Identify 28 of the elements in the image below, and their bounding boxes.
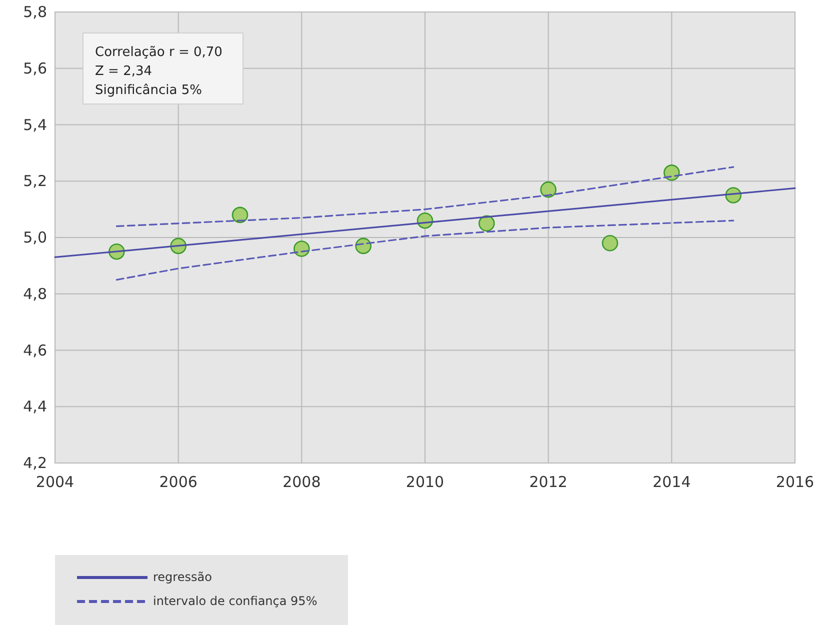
legend-label: intervalo de confiança 95%: [153, 594, 318, 608]
line-series: [116, 220, 734, 281]
y-tick-label: 4,2: [23, 454, 47, 472]
point: [602, 234, 618, 252]
y-tick-label: 5,0: [23, 228, 47, 246]
y-tick-label: 5,2: [23, 172, 47, 190]
annotation: Significância 5%: [95, 83, 202, 98]
x-tick-label: 2014: [652, 473, 691, 491]
y-tick-label: 5,4: [23, 116, 47, 134]
y-tick-label: 4,6: [23, 341, 47, 360]
x-tick-label: 2004: [36, 473, 74, 491]
y-tick-label: 5,8: [23, 3, 47, 21]
annotation: Correlação r = 0,70: [95, 45, 222, 60]
point: [540, 181, 556, 198]
x-tick-label: 2016: [776, 473, 814, 491]
annotation: Z = 2,34: [95, 64, 152, 79]
point: [664, 164, 680, 181]
point: [232, 206, 248, 224]
legend-label: regressão: [153, 570, 212, 584]
x-tick-label: 2010: [406, 473, 444, 491]
x-tick-label: 2006: [159, 473, 198, 491]
y-tick-label: 4,8: [23, 284, 47, 303]
x-tick-label: 2008: [282, 473, 321, 491]
point: [478, 215, 495, 232]
y-tick-label: 5,6: [23, 59, 47, 78]
line-series: [116, 166, 734, 228]
x-tick-label: 2012: [529, 473, 568, 491]
y-tick-label: 4,4: [23, 398, 47, 416]
